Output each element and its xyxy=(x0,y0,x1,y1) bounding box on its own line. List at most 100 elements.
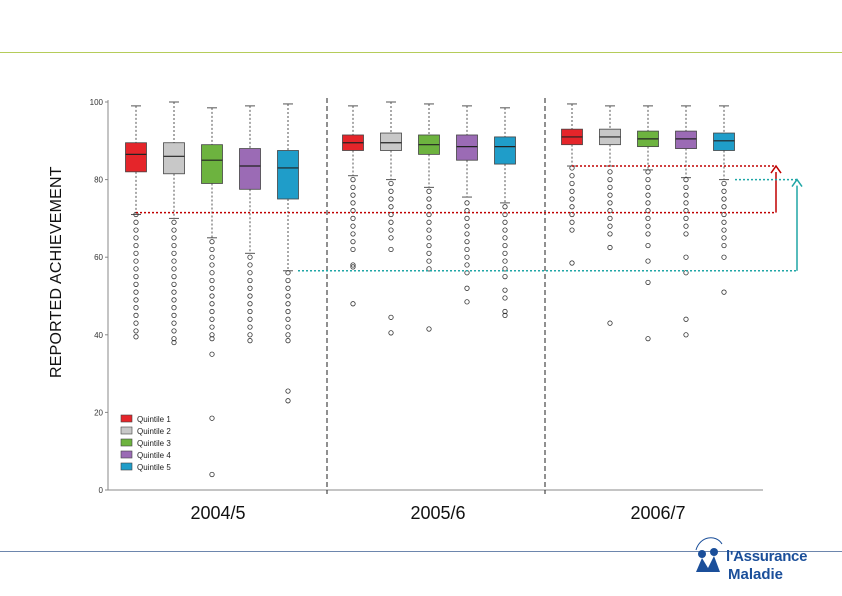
box-2006/7-q5 xyxy=(713,132,735,151)
outlier-point xyxy=(171,242,177,249)
outlier-point xyxy=(171,227,177,233)
outlier-point xyxy=(645,242,651,249)
outlier-point xyxy=(464,239,470,245)
outlier-point xyxy=(388,314,394,320)
y-tick-label-80: 80 xyxy=(94,176,103,185)
outlier-point xyxy=(133,312,139,318)
outlier-point xyxy=(285,332,291,338)
outlier-point xyxy=(569,219,575,225)
outlier-point xyxy=(285,338,291,344)
outlier-point xyxy=(426,204,432,210)
outlier-point xyxy=(247,293,253,299)
outlier-point xyxy=(209,332,215,338)
outlier-point xyxy=(426,326,432,332)
outlier-point xyxy=(350,192,356,198)
legend-swatch-q5 xyxy=(120,462,133,471)
outlier-point xyxy=(502,235,508,241)
outlier-point xyxy=(133,273,139,280)
outlier-point xyxy=(645,231,651,237)
outlier-point xyxy=(569,204,575,210)
outlier-point xyxy=(502,312,508,318)
outlier-point xyxy=(426,258,432,264)
group-label-2: 2005/6 xyxy=(410,503,465,523)
box-2004/5-q1 xyxy=(125,142,147,173)
outlier-point xyxy=(209,293,215,299)
teal-arrowhead-icon xyxy=(791,178,803,188)
outlier-point xyxy=(645,169,651,175)
outlier-point xyxy=(502,204,508,210)
outlier-point xyxy=(721,227,727,233)
outlier-point xyxy=(607,244,613,251)
outlier-point xyxy=(247,285,253,291)
outlier-point xyxy=(426,188,432,194)
outlier-point xyxy=(721,180,727,187)
outlier-point xyxy=(350,262,356,268)
outlier-point xyxy=(171,328,177,334)
outlier-point xyxy=(133,250,139,256)
outlier-point xyxy=(350,215,356,221)
outlier-point xyxy=(247,338,253,344)
outlier-point xyxy=(502,219,508,225)
brand-name-line1: l'Assurance xyxy=(726,548,808,565)
y-tick-label-40: 40 xyxy=(94,331,103,340)
outlier-point xyxy=(645,200,651,206)
outlier-point xyxy=(209,277,215,284)
box-2004/5-q2 xyxy=(163,142,185,175)
outlier-point xyxy=(569,260,575,266)
box-2004/5-q5 xyxy=(277,150,299,200)
outlier-point xyxy=(171,250,177,256)
outlier-point xyxy=(569,227,575,233)
outlier-point xyxy=(285,285,291,291)
outlier-point xyxy=(426,196,432,202)
outlier-point xyxy=(133,305,139,311)
bottom-divider xyxy=(0,551,842,552)
outlier-point xyxy=(721,235,727,241)
outlier-point xyxy=(209,336,215,342)
logo-emblem-icon xyxy=(695,537,723,572)
outlier-point xyxy=(607,320,613,326)
outlier-point xyxy=(502,227,508,233)
outlier-point xyxy=(350,301,356,307)
outlier-point xyxy=(247,270,253,276)
outlier-point xyxy=(464,299,470,305)
outlier-point xyxy=(683,200,689,206)
box-2004/5-q4 xyxy=(239,148,261,190)
outlier-point xyxy=(502,242,508,249)
outlier-point xyxy=(464,246,470,253)
outlier-point xyxy=(388,246,394,253)
box-2005/6-q2 xyxy=(380,132,402,151)
outlier-point xyxy=(247,277,253,284)
outlier-point xyxy=(502,266,508,272)
outlier-point xyxy=(502,250,508,256)
outlier-point xyxy=(464,285,470,291)
outlier-point xyxy=(645,184,651,190)
outlier-point xyxy=(569,188,575,194)
outlier-point xyxy=(426,266,432,272)
outlier-point xyxy=(350,231,356,237)
outlier-point xyxy=(209,285,215,291)
outlier-point xyxy=(133,320,139,326)
outlier-point xyxy=(209,301,215,307)
outlier-point xyxy=(285,308,291,315)
outlier-point xyxy=(607,169,613,175)
outlier-point xyxy=(171,281,177,287)
legend-swatch-q1 xyxy=(120,414,133,423)
outlier-point xyxy=(285,277,291,284)
outlier-point xyxy=(645,336,651,342)
outlier-point xyxy=(285,270,291,276)
box-2004/5-q3 xyxy=(201,144,223,184)
outlier-point xyxy=(388,211,394,218)
outlier-point xyxy=(683,332,689,338)
outlier-point xyxy=(607,177,613,183)
outlier-point xyxy=(209,415,215,421)
outlier-point xyxy=(683,254,689,260)
y-tick-label-0: 0 xyxy=(99,486,104,495)
outlier-point xyxy=(645,177,651,183)
outlier-point xyxy=(607,223,613,229)
outlier-point xyxy=(171,297,177,303)
red-arrowhead-icon xyxy=(770,164,782,174)
outlier-point xyxy=(426,219,432,225)
legend-label-q3: Quintile 3 xyxy=(137,439,171,448)
outlier-point xyxy=(171,219,177,225)
outlier-point xyxy=(388,180,394,187)
